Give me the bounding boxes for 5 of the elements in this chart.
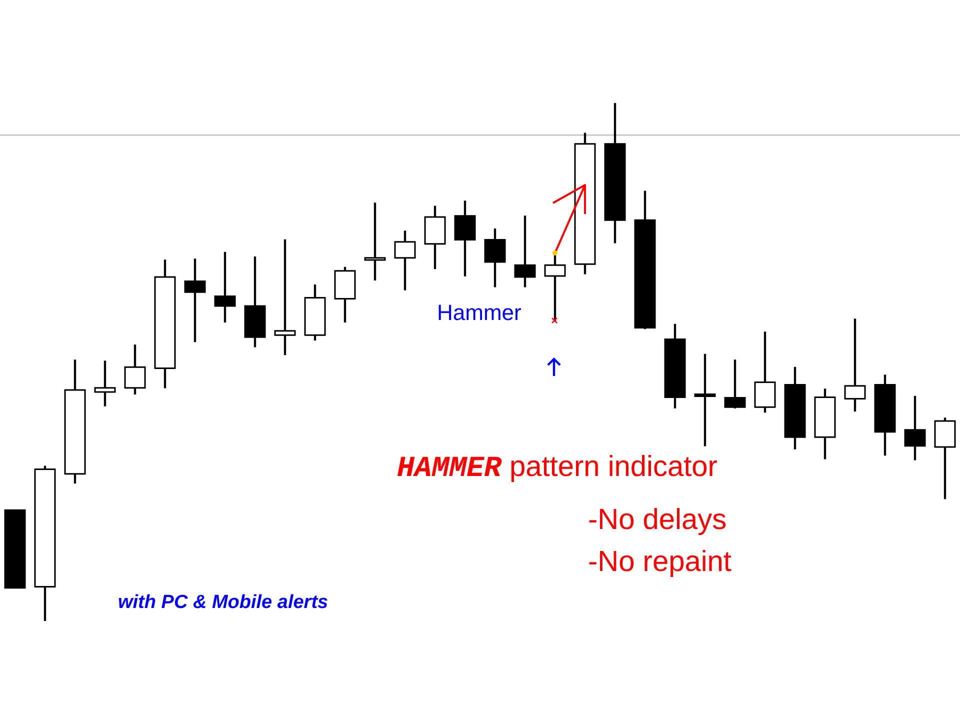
annotation: -No delays [588,503,727,538]
annotation: -No repaint [588,545,732,580]
annotation: with PC & Mobile alerts [118,592,328,615]
annotation: HAMMER pattern indicator [397,451,718,485]
annotation: Hammer [437,300,522,326]
